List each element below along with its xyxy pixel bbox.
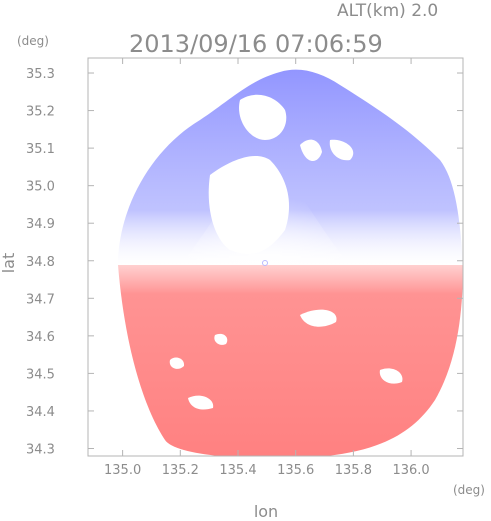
y-tick-label: 34.5 — [26, 367, 55, 382]
radar-echo-field — [118, 69, 463, 456]
y-tick-label: 35.3 — [26, 67, 55, 82]
y-tick-label: 35.0 — [26, 180, 55, 195]
x-tick-label: 135.4 — [219, 463, 256, 478]
x-tick-label: 135.8 — [335, 463, 372, 478]
y-tick-label: 35.1 — [26, 142, 55, 157]
y-tick-label: 34.3 — [26, 442, 55, 457]
y-tick-label: 34.4 — [26, 405, 55, 420]
x-tick-label: 135.6 — [277, 463, 314, 478]
y-tick-label: 34.8 — [26, 255, 55, 270]
y-axis-ticks: 34.3 34.4 34.5 34.6 34.7 34.8 34.9 35.0 35.1 35.2… — [26, 67, 463, 457]
y-tick-label: 34.6 — [26, 330, 55, 345]
x-tick-label: 136.0 — [392, 463, 429, 478]
x-tick-label: 135.2 — [162, 463, 199, 478]
radar-site-marker — [262, 260, 268, 266]
x-unit-label: (deg) — [453, 483, 485, 497]
y-tick-label: 34.7 — [26, 292, 55, 307]
plot-axes: 135.0 135.2 135.4 135.6 135.8 136.0 34.334.43… — [26, 57, 464, 478]
x-axis-label: lon — [254, 502, 278, 521]
y-tick-label: 34.9 — [26, 217, 55, 232]
x-tick-label: 135.0 — [104, 463, 141, 478]
y-axis-label: lat — [0, 253, 18, 274]
chart-subtitle: ALT(km) 2.0 — [337, 1, 438, 21]
plot-frame — [87, 57, 464, 457]
y-unit-label: (deg) — [17, 34, 49, 48]
approaching-velocity-region — [118, 69, 463, 266]
chart-title: 2013/09/16 07:06:59 — [129, 30, 383, 58]
y-tick-label: 35.2 — [26, 105, 55, 120]
x-axis-ticks: 135.0 135.2 135.4 135.6 135.8 136.0 — [104, 58, 430, 478]
missing-data-gaps — [145, 76, 403, 410]
